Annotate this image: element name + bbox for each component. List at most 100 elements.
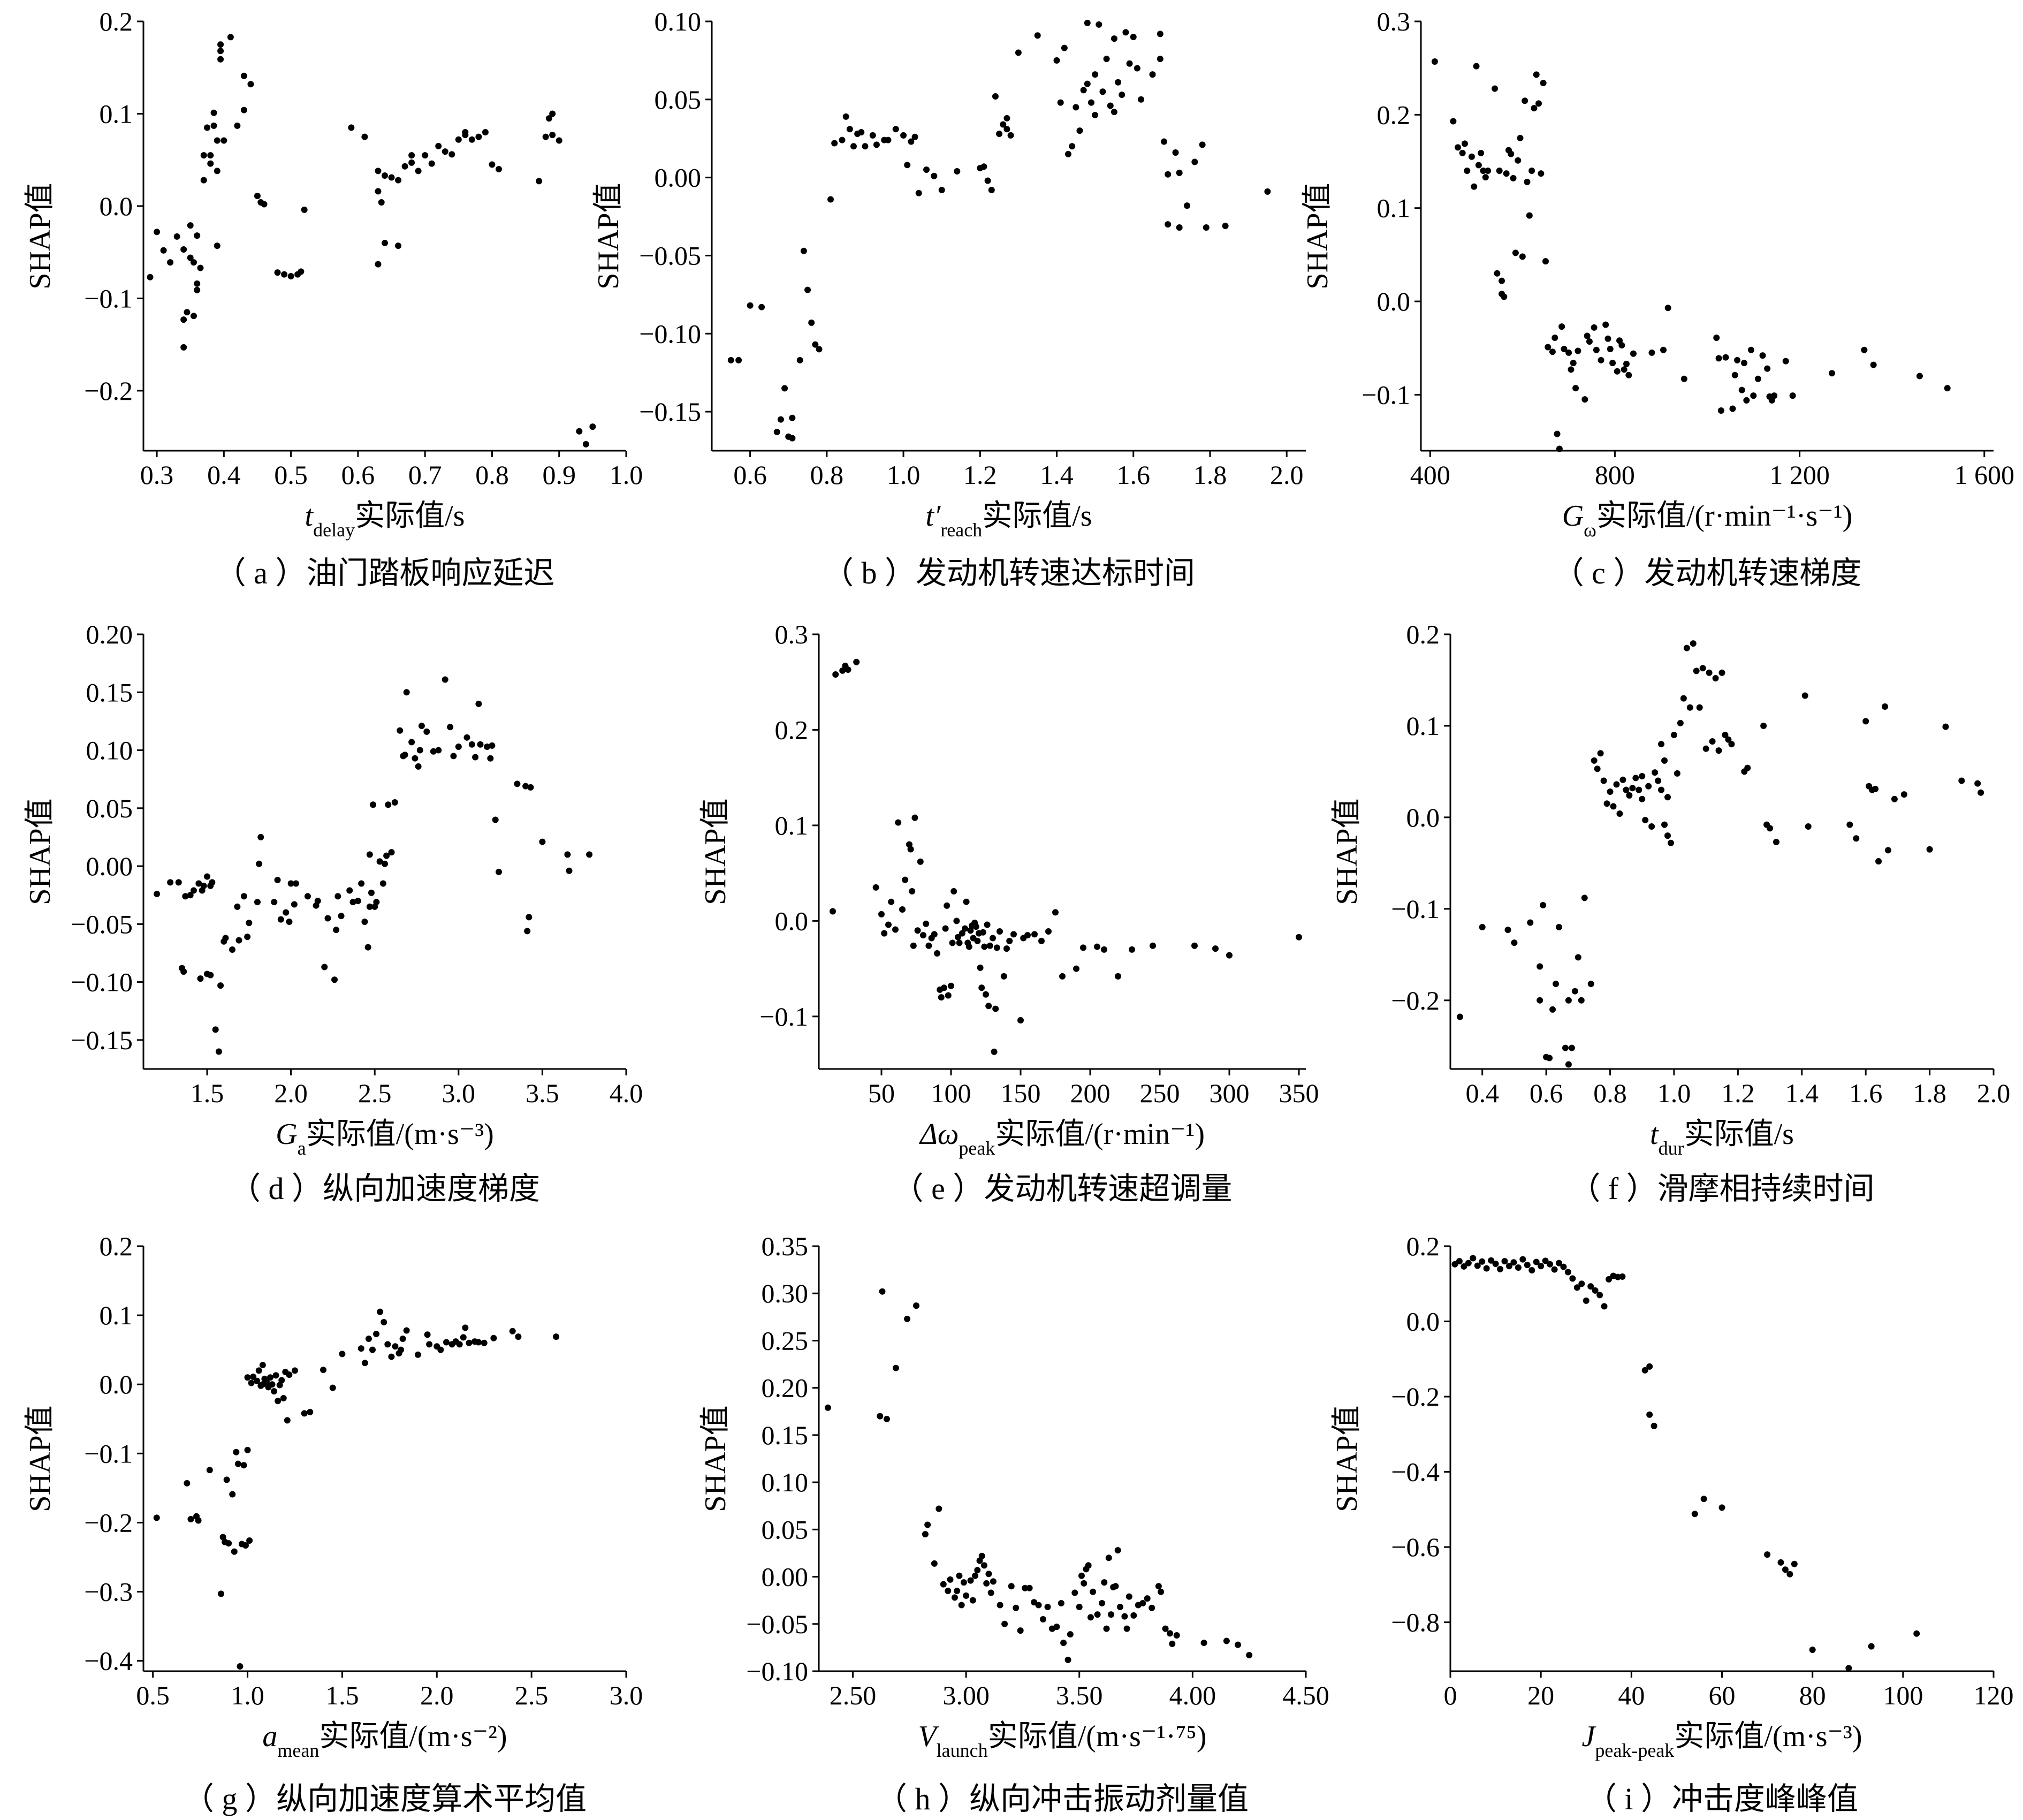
x-tick-label: 0.9 <box>542 460 576 490</box>
x-tick-label: 120 <box>1974 1680 2014 1710</box>
x-tick-label: 0.6 <box>341 460 375 490</box>
scatter-point <box>900 132 907 139</box>
scatter-point <box>1610 803 1617 810</box>
scatter-point <box>945 992 952 999</box>
scatter-point <box>153 1514 160 1521</box>
scatter-point <box>1696 704 1703 711</box>
scatter-point <box>914 927 921 934</box>
scatter-point <box>948 982 954 989</box>
scatter-point <box>1246 1652 1253 1659</box>
x-tick-label: 2.0 <box>1270 460 1304 490</box>
scatter-point <box>475 700 482 707</box>
scatter-point <box>947 1576 954 1583</box>
scatter-point <box>1623 360 1630 367</box>
scatter-point <box>1604 335 1611 342</box>
scatter-point <box>1619 1273 1626 1280</box>
scatter-point <box>1517 134 1524 141</box>
scatter-point <box>1782 358 1789 365</box>
scatter-point <box>381 1319 387 1326</box>
x-tick-label: 3.0 <box>442 1078 476 1108</box>
scatter-point <box>1542 1257 1549 1264</box>
scatter-point <box>1598 357 1604 363</box>
scatter-point <box>827 196 834 203</box>
scatter-point <box>997 928 1003 935</box>
y-tick-label: 0.15 <box>762 1420 809 1450</box>
scatter-point <box>1594 765 1601 772</box>
scatter-point <box>495 868 502 875</box>
scatter-point <box>958 1602 965 1609</box>
scatter-point <box>1105 1554 1112 1561</box>
chart-panel-a: 0.3 0.4 0.5 0.6 0.7 0.8 0.9 1.0 −0.2 −0.1 0.0 0.1 0.… <box>24 6 643 590</box>
scatter-point <box>1176 169 1183 176</box>
scatter-point <box>1581 396 1588 403</box>
scatter-point <box>923 920 930 927</box>
scatter-point <box>773 429 780 436</box>
scatter-point <box>1053 1624 1060 1631</box>
x-tick-label: 4.00 <box>1169 1680 1216 1710</box>
scatter-point <box>1891 795 1898 802</box>
scatter-point <box>229 1491 236 1498</box>
scatter-point <box>489 161 496 168</box>
x-tick-label: 0 <box>1444 1680 1457 1710</box>
scatter-point <box>913 1302 919 1309</box>
x-tick-label: 300 <box>1210 1078 1250 1108</box>
scatter-point <box>1492 85 1499 92</box>
x-axis-variable: J <box>1582 1720 1597 1753</box>
chart-panel-e: 50 100 150 200 250 300 350 −0.1 0.0 0.1 0.2 0.3 SHAP… <box>699 619 1319 1206</box>
scatter-point <box>180 968 187 975</box>
scatter-point <box>456 1341 463 1348</box>
scatter-point <box>1664 832 1671 839</box>
scatter-point <box>892 126 899 133</box>
scatter-point <box>1601 1303 1608 1310</box>
scatter-point <box>487 755 494 762</box>
scatter-point <box>1713 335 1720 342</box>
scatter-point <box>781 385 788 392</box>
scatter-point <box>383 852 390 859</box>
chart-panel-g: 0.5 1.0 1.5 2.0 2.5 3.0 −0.4 −0.3 −0.2 −0.1 0.0 0.1… <box>24 1231 643 1816</box>
scatter-point <box>484 744 491 750</box>
scatter-point <box>925 942 932 949</box>
scatter-point <box>1616 810 1623 817</box>
scatter-point <box>354 898 361 905</box>
scatter-point <box>195 880 202 887</box>
scatter-point <box>215 1048 222 1055</box>
scatter-point <box>1661 821 1668 828</box>
scatter-point <box>1702 745 1709 752</box>
scatter-point <box>1085 1562 1092 1569</box>
scatter-point <box>1134 65 1140 72</box>
x-tick-label: 1.0 <box>1657 1078 1691 1108</box>
x-tick-label: 0.4 <box>207 460 241 490</box>
scatter-point <box>388 849 395 856</box>
x-axis-unit: 实际值/(m·s⁻¹·⁷⁵) <box>988 1720 1207 1753</box>
scatter-point <box>1026 1584 1033 1591</box>
scatter-point <box>1017 1627 1024 1634</box>
scatter-point <box>938 186 945 193</box>
scatter-point <box>1578 997 1585 1004</box>
scatter-point <box>1116 1604 1123 1611</box>
scatter-point <box>1130 34 1137 41</box>
scatter-point <box>1764 365 1771 372</box>
y-tick-label: 0.2 <box>775 715 809 745</box>
scatter-point <box>395 242 402 249</box>
x-axis-unit: 实际值/(m·s⁻³) <box>1674 1720 1862 1753</box>
y-axis-title: SHAP值 <box>1330 798 1364 905</box>
scatter-point <box>455 744 462 750</box>
scatter-point <box>1149 1604 1155 1611</box>
scatter-point <box>422 152 429 159</box>
scatter-point <box>210 109 217 116</box>
scatter-point <box>267 1374 273 1381</box>
scatter-point <box>1003 945 1010 952</box>
scatter-point <box>424 1331 431 1338</box>
scatter-point <box>234 1460 241 1467</box>
scatter-point <box>391 799 398 806</box>
scatter-point <box>1646 1363 1653 1370</box>
scatter-points <box>147 34 596 448</box>
scatter-point <box>1468 153 1475 160</box>
y-axis-title: SHAP值 <box>699 1405 732 1512</box>
scatter-point <box>1603 800 1610 807</box>
scatter-point <box>1045 928 1052 935</box>
x-axis-title: Δωpeak实际值/(r·min⁻¹) <box>919 1118 1205 1159</box>
scatter-point <box>212 1026 219 1033</box>
panel-caption: （ h ）纵向冲击振动剂量值 <box>876 1781 1249 1816</box>
